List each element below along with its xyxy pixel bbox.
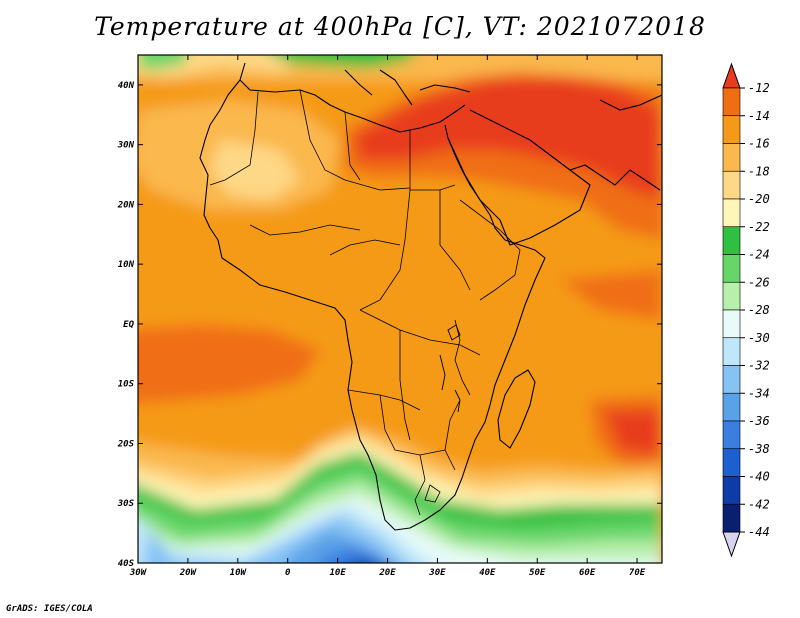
- lon-tick-label: 20E: [378, 568, 396, 578]
- colorbar-band: [722, 420, 741, 450]
- latitude-axis: 40N 30N 20N 10N EQ 10S 20S 30S 40S: [117, 81, 662, 569]
- colorbar-label: -12: [748, 81, 770, 95]
- colorbar-band: [722, 337, 741, 366]
- colorbar-band: [722, 309, 741, 339]
- country-borders: [209, 89, 521, 516]
- colorbar-label: -14: [748, 109, 770, 123]
- colorbar-label: -32: [748, 359, 770, 373]
- colorbar-label: -38: [748, 442, 770, 456]
- colorbar-band: [722, 448, 741, 477]
- colorbar-label: -44: [748, 525, 770, 539]
- colorbar-label: -34: [748, 386, 770, 400]
- lon-tick-label: 50E: [529, 568, 546, 578]
- temperature-field: [138, 55, 662, 563]
- lakes: [439, 324, 461, 413]
- lon-tick-label: 10W: [230, 568, 248, 578]
- lat-tick-label: 10N: [118, 260, 135, 270]
- colorbar-label: -40: [748, 470, 770, 484]
- colorbar-top-arrow: [722, 62, 741, 89]
- lat-tick-label: 40S: [118, 559, 135, 569]
- lon-tick-label: 60E: [579, 568, 596, 578]
- colorbar-label: -28: [748, 303, 770, 317]
- colorbar-band: [722, 87, 741, 117]
- colorbar-band: [722, 392, 741, 422]
- colorbar-bottom-arrow: [722, 531, 741, 558]
- colorbar-band: [722, 143, 741, 172]
- colorbar-band: [722, 476, 741, 505]
- colorbar-label: -36: [748, 414, 770, 428]
- lon-tick-label: 30E: [428, 568, 446, 578]
- colorbar-band: [722, 365, 741, 394]
- colorbar-band: [722, 226, 741, 255]
- lon-tick-label: 20W: [179, 568, 198, 578]
- lon-tick-label: 10E: [329, 568, 346, 578]
- colorbar-band: [722, 281, 741, 311]
- lon-tick-label: 30W: [129, 568, 148, 578]
- colorbar-label: -24: [748, 248, 770, 262]
- colorbar-band: [722, 170, 741, 200]
- colorbar-band: [722, 503, 741, 533]
- map-title: Temperature at 400hPa [C], VT: 202107201…: [94, 12, 706, 41]
- colorbar-band: [722, 254, 741, 283]
- coastlines: [199, 62, 662, 531]
- colorbar-label: -20: [748, 192, 770, 206]
- lon-tick-label: 40E: [479, 568, 496, 578]
- lon-tick-label: 0: [285, 568, 291, 578]
- colorbar-label: -18: [748, 164, 770, 178]
- lat-tick-label: EQ: [123, 320, 134, 330]
- colorbar-label: -22: [748, 220, 770, 234]
- lat-tick-label: 30N: [117, 141, 135, 151]
- colorbar-label: -30: [748, 331, 770, 345]
- lat-tick-label: 20N: [117, 200, 135, 210]
- map-frame: [137, 54, 663, 564]
- colorbar-band: [722, 115, 741, 144]
- lat-tick-label: 30S: [117, 499, 135, 509]
- credit-text: GrADS: IGES/COLA: [6, 604, 93, 614]
- lat-tick-label: 40N: [118, 81, 135, 91]
- colorbar-label: -42: [748, 497, 770, 511]
- lat-tick-label: 10S: [118, 380, 135, 390]
- lon-tick-label: 70E: [629, 568, 646, 578]
- colorbar-label: -26: [748, 275, 770, 289]
- colorbar: -12 -14 -16 -18 -20 -22 -24 -26 -28 -30 -32 -34 -36 -…: [722, 62, 770, 558]
- colorbar-band: [722, 198, 741, 228]
- colorbar-label: -16: [748, 137, 770, 151]
- longitude-axis: 30W 20W 10W 0 10E 20E 30E 40E 50E 60E 70E: [129, 55, 646, 578]
- lat-tick-label: 20S: [117, 439, 135, 449]
